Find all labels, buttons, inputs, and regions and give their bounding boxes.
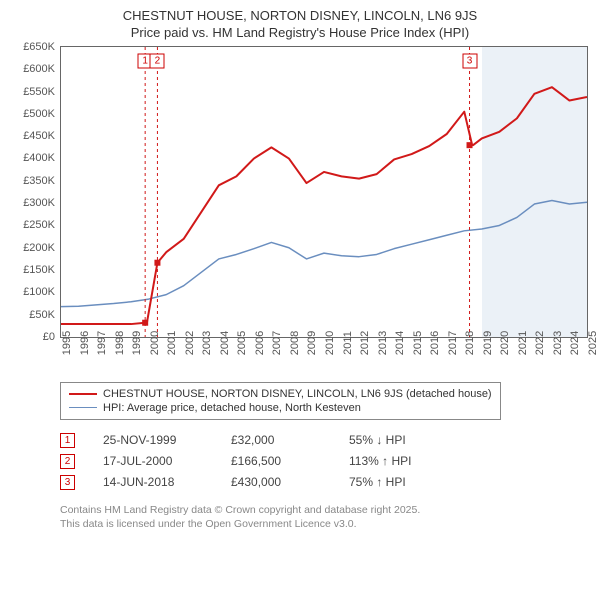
legend-row: HPI: Average price, detached house, Nort… [69,401,492,415]
legend-swatch [69,393,97,395]
legend-row: CHESTNUT HOUSE, NORTON DISNEY, LINCOLN, … [69,387,492,401]
chart-area: £0£50K£100K£150K£200K£250K£300K£350K£400… [60,46,588,376]
sale-price: £32,000 [231,433,321,447]
y-axis-tick: £150K [11,264,55,276]
y-axis-tick: £350K [11,175,55,187]
y-axis-tick: £550K [11,86,55,98]
footer-line-1: Contains HM Land Registry data © Crown c… [60,503,588,517]
legend-swatch [69,407,97,408]
chart-subtitle: Price paid vs. HM Land Registry's House … [12,25,588,40]
sale-vs-hpi: 113% ↑ HPI [349,454,449,468]
sale-price: £166,500 [231,454,321,468]
sale-row: 2 17-JUL-2000 £166,500 113% ↑ HPI [60,451,588,472]
y-axis-tick: £50K [11,309,55,321]
sale-row: 3 14-JUN-2018 £430,000 75% ↑ HPI [60,472,588,493]
sale-marker: 2 [150,53,165,68]
plot-region: £0£50K£100K£150K£200K£250K£300K£350K£400… [60,46,588,338]
sale-row: 1 25-NOV-1999 £32,000 55% ↓ HPI [60,430,588,451]
y-axis-tick: £450K [11,130,55,142]
y-axis-tick: £250K [11,219,55,231]
y-axis-tick: £600K [11,63,55,75]
footer-attribution: Contains HM Land Registry data © Crown c… [60,503,588,531]
chart-title: CHESTNUT HOUSE, NORTON DISNEY, LINCOLN, … [12,8,588,25]
sale-vs-hpi: 55% ↓ HPI [349,433,449,447]
sale-date: 25-NOV-1999 [103,433,203,447]
sale-date: 14-JUN-2018 [103,475,203,489]
legend-label: HPI: Average price, detached house, Nort… [103,402,361,414]
sale-marker: 1 [60,433,75,448]
footer-line-2: This data is licensed under the Open Gov… [60,517,588,531]
legend-label: CHESTNUT HOUSE, NORTON DISNEY, LINCOLN, … [103,388,492,400]
y-axis-tick: £500K [11,108,55,120]
legend: CHESTNUT HOUSE, NORTON DISNEY, LINCOLN, … [60,382,501,420]
y-axis-tick: £650K [11,41,55,53]
sale-vs-hpi: 75% ↑ HPI [349,475,449,489]
y-axis-tick: £0 [11,331,55,343]
sale-marker: 3 [462,53,477,68]
chart-svg [61,47,587,337]
sales-table: 1 25-NOV-1999 £32,000 55% ↓ HPI 2 17-JUL-2000… [60,430,588,493]
sale-price: £430,000 [231,475,321,489]
sale-marker: 2 [60,454,75,469]
y-axis-tick: £300K [11,197,55,209]
y-axis-tick: £100K [11,286,55,298]
sale-date: 17-JUL-2000 [103,454,203,468]
y-axis-tick: £200K [11,242,55,254]
sale-marker: 3 [60,475,75,490]
y-axis-tick: £400K [11,152,55,164]
